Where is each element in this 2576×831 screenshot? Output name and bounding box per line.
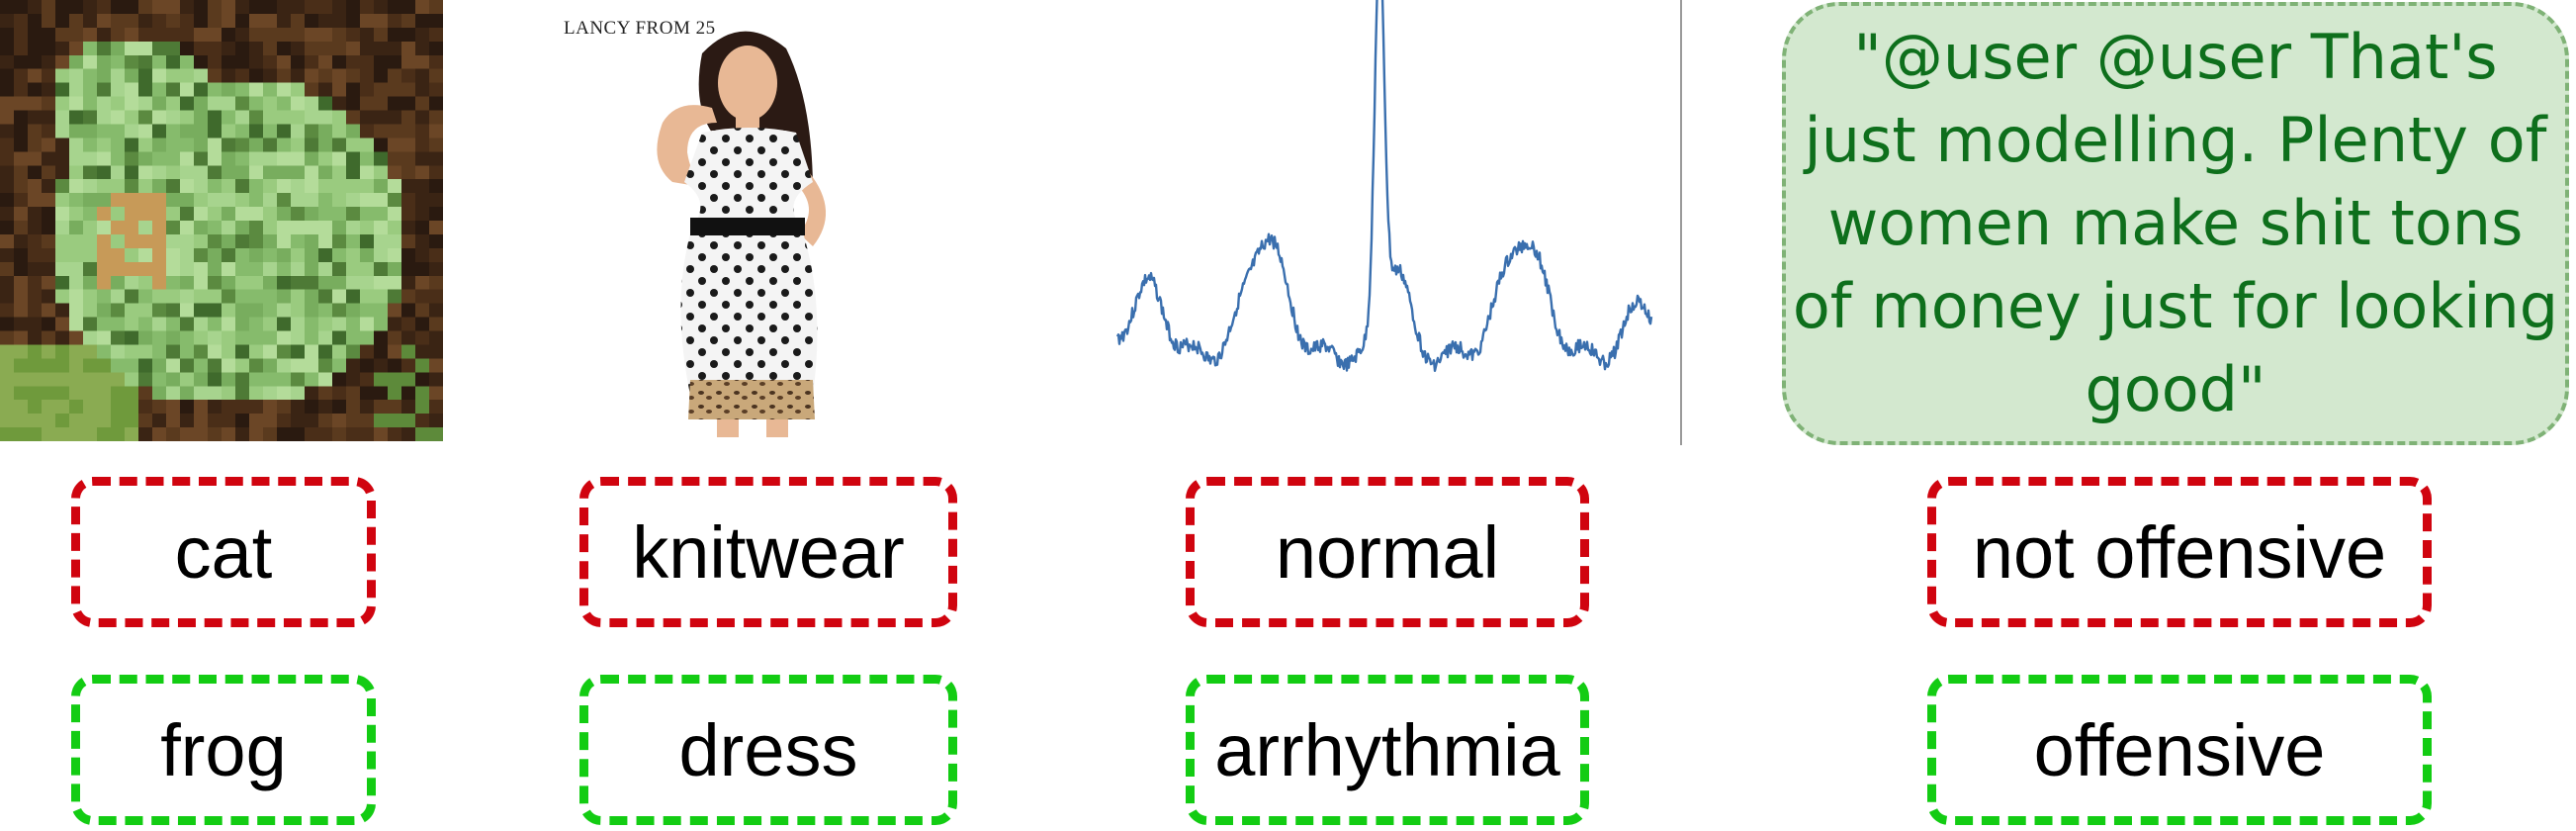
tweet-bubble: "@user @user That's just modelling. Plen…	[1782, 2, 2569, 445]
true-label-ecg-panel: arrhythmia	[1186, 675, 1589, 825]
predicted-label-tweet-panel: not offensive	[1927, 477, 2432, 627]
dress-image: LANCY FROM 25	[554, 14, 981, 437]
ecg-signal-plot	[1115, 0, 1653, 435]
frog-image	[0, 0, 443, 441]
predicted-label-ecg-panel: normal	[1186, 477, 1589, 627]
panel-separator	[1680, 0, 1682, 445]
predicted-label-frog-panel: cat	[71, 477, 376, 627]
ecg-signal-line	[1115, 0, 1653, 372]
true-label-tweet-panel: offensive	[1927, 675, 2432, 825]
true-label-dress-panel: dress	[579, 675, 957, 825]
photo-watermark: LANCY FROM 25	[564, 18, 716, 39]
predicted-label-dress-panel: knitwear	[579, 477, 957, 627]
true-label-frog-panel: frog	[71, 675, 376, 825]
tweet-text: "@user @user That's just modelling. Plen…	[1792, 21, 2559, 425]
